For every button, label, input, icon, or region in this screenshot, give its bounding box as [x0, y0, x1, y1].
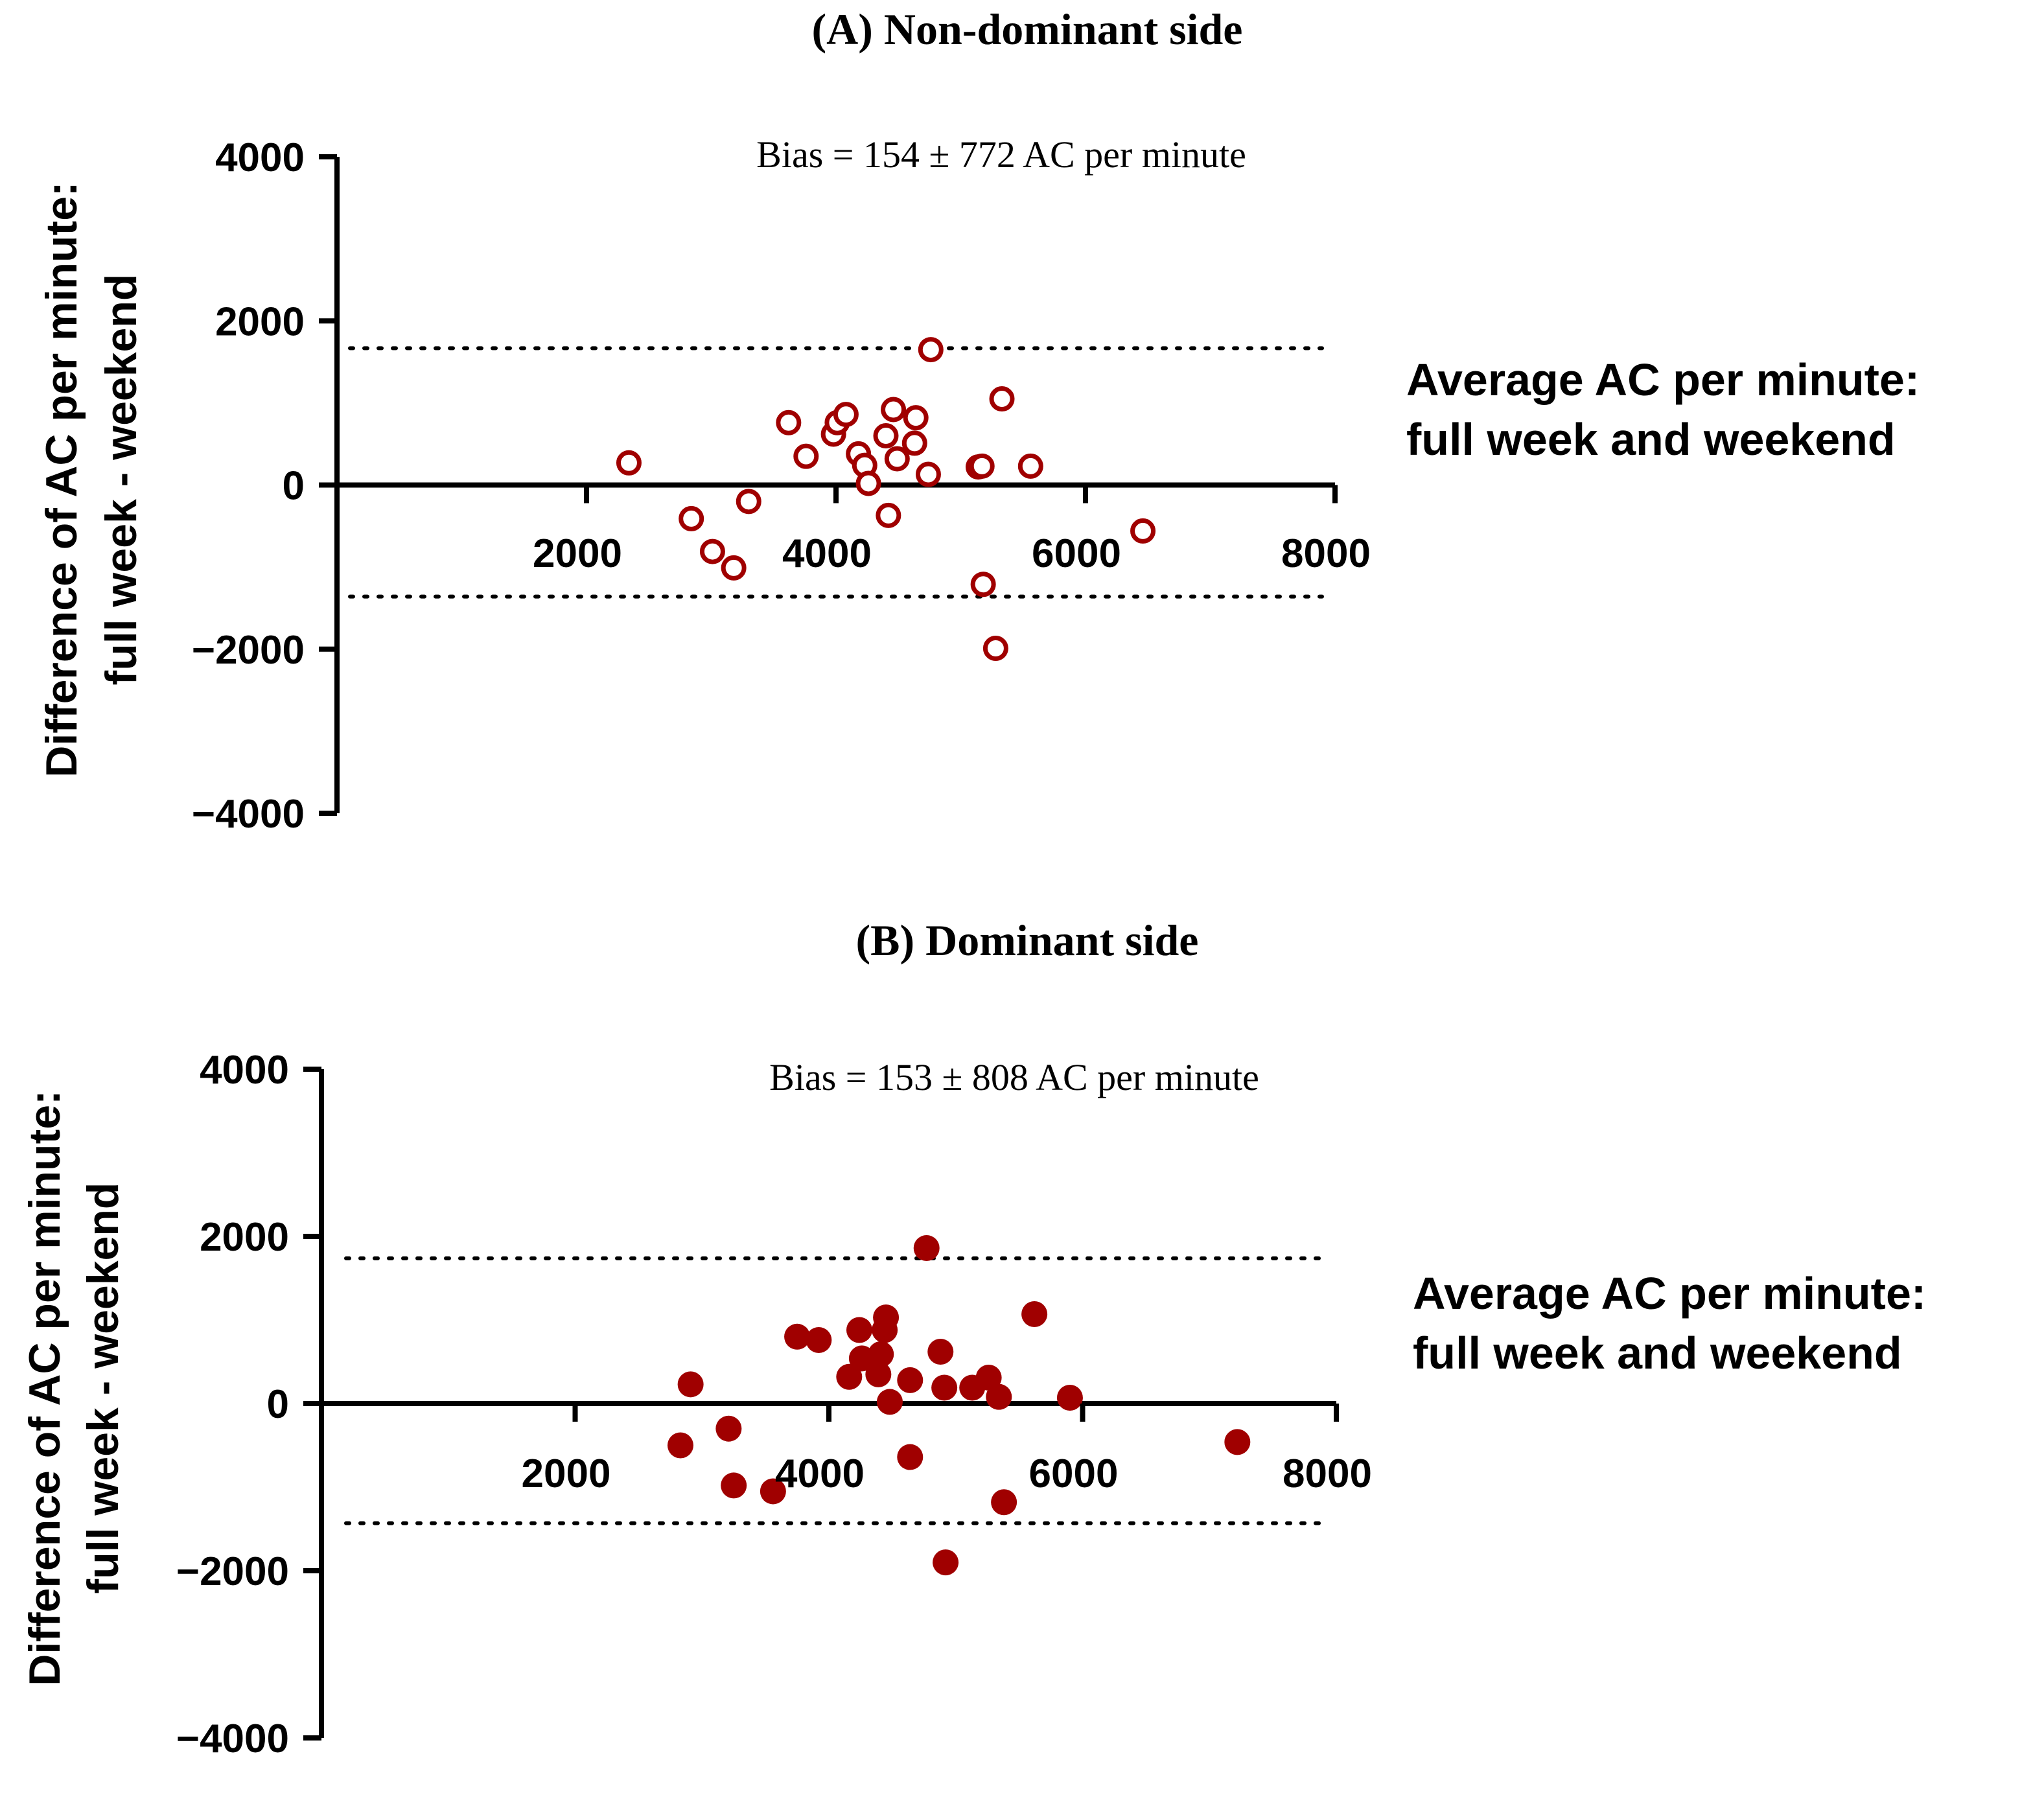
data-point: [897, 1444, 923, 1470]
x-axis-label-line2: full week and weekend: [1406, 414, 1896, 465]
data-point: [873, 1304, 900, 1331]
data-point: [784, 1323, 811, 1350]
y-tick-label: −4000: [176, 1717, 289, 1761]
data-point: [760, 1478, 786, 1505]
data-point: [897, 1367, 923, 1393]
y-tick-label: 4000: [215, 135, 305, 180]
data-point: [884, 446, 910, 472]
x-tick-label: 2000: [522, 1452, 611, 1496]
x-tick-label: 8000: [1281, 531, 1371, 576]
panel-non-dominant: (A) Non-dominant side Bias = 154 ± 772 A…: [37, 5, 1920, 837]
data-point: [736, 489, 761, 515]
data-point: [931, 1374, 958, 1401]
y-axis-label-line2: full week - weekend: [78, 1183, 128, 1594]
data-point: [616, 450, 642, 476]
x-axis-label-line1: Average AC per minute:: [1413, 1268, 1926, 1319]
data-point: [876, 1389, 903, 1415]
y-tick-label: 0: [283, 464, 305, 509]
data-point: [793, 443, 819, 469]
y-axis-label-line1: Difference of AC per minute:: [37, 181, 86, 777]
data-point: [975, 1365, 1002, 1391]
x-axis-label-line2: full week and weekend: [1413, 1328, 1902, 1378]
data-point: [873, 423, 899, 449]
data-point: [865, 1361, 892, 1387]
data-point: [868, 1341, 894, 1367]
data-point: [903, 405, 929, 431]
data-point: [677, 1371, 704, 1398]
bias-annotation: Bias = 153 ± 808 AC per minute: [769, 1056, 1259, 1098]
data-point: [855, 470, 881, 496]
data-point: [989, 386, 1015, 412]
data-point: [918, 337, 944, 363]
data-point: [927, 1339, 954, 1365]
y-tick-label: 2000: [200, 1215, 289, 1260]
data-point: [1224, 1429, 1251, 1455]
data-point: [721, 555, 747, 581]
data-point: [1056, 1384, 1083, 1411]
x-tick-label: 4000: [775, 1452, 865, 1496]
data-point: [1021, 1301, 1048, 1327]
y-tick-label: −4000: [192, 792, 305, 837]
data-point: [876, 502, 901, 528]
y-tick-label: −2000: [192, 628, 305, 673]
data-point: [667, 1432, 693, 1459]
x-tick-label: 2000: [533, 531, 622, 576]
data-point: [806, 1326, 832, 1353]
data-point: [679, 505, 704, 531]
y-tick-label: 4000: [200, 1048, 289, 1093]
data-point: [833, 402, 859, 428]
x-tick-label: 6000: [1029, 1452, 1119, 1496]
data-point: [915, 461, 941, 487]
data-point: [933, 1549, 959, 1576]
data-point: [970, 572, 996, 597]
panel-dominant: (B) Dominant side Bias = 153 ± 808 AC pe…: [20, 916, 1926, 1761]
data-point: [836, 1363, 863, 1390]
x-tick-label: 8000: [1283, 1452, 1372, 1496]
y-axis-label-line1: Difference of AC per minute:: [20, 1090, 69, 1685]
x-tick-label: 4000: [782, 531, 872, 576]
data-point: [982, 635, 1008, 661]
y-tick-label: −2000: [176, 1549, 289, 1594]
data-point: [1130, 518, 1156, 544]
data-point: [991, 1489, 1017, 1516]
panel-title: (B) Dominant side: [856, 916, 1199, 965]
data-point: [776, 410, 802, 435]
y-tick-label: 2000: [215, 299, 305, 344]
data-point: [901, 430, 927, 456]
data-point: [846, 1317, 872, 1343]
panel-title: (A) Non-dominant side: [812, 5, 1243, 54]
data-point: [913, 1235, 940, 1262]
x-tick-label: 6000: [1032, 531, 1121, 576]
data-point: [881, 397, 907, 422]
data-point: [986, 1383, 1012, 1410]
data-point: [969, 453, 995, 479]
bias-annotation: Bias = 154 ± 772 AC per minute: [756, 133, 1246, 176]
y-axis-label-line2: full week - weekend: [97, 274, 146, 686]
data-point: [715, 1415, 742, 1442]
data-point: [699, 538, 725, 564]
data-point: [1017, 453, 1043, 479]
y-tick-label: 0: [267, 1382, 289, 1427]
x-axis-label-line1: Average AC per minute:: [1406, 354, 1920, 405]
data-point: [721, 1472, 747, 1499]
